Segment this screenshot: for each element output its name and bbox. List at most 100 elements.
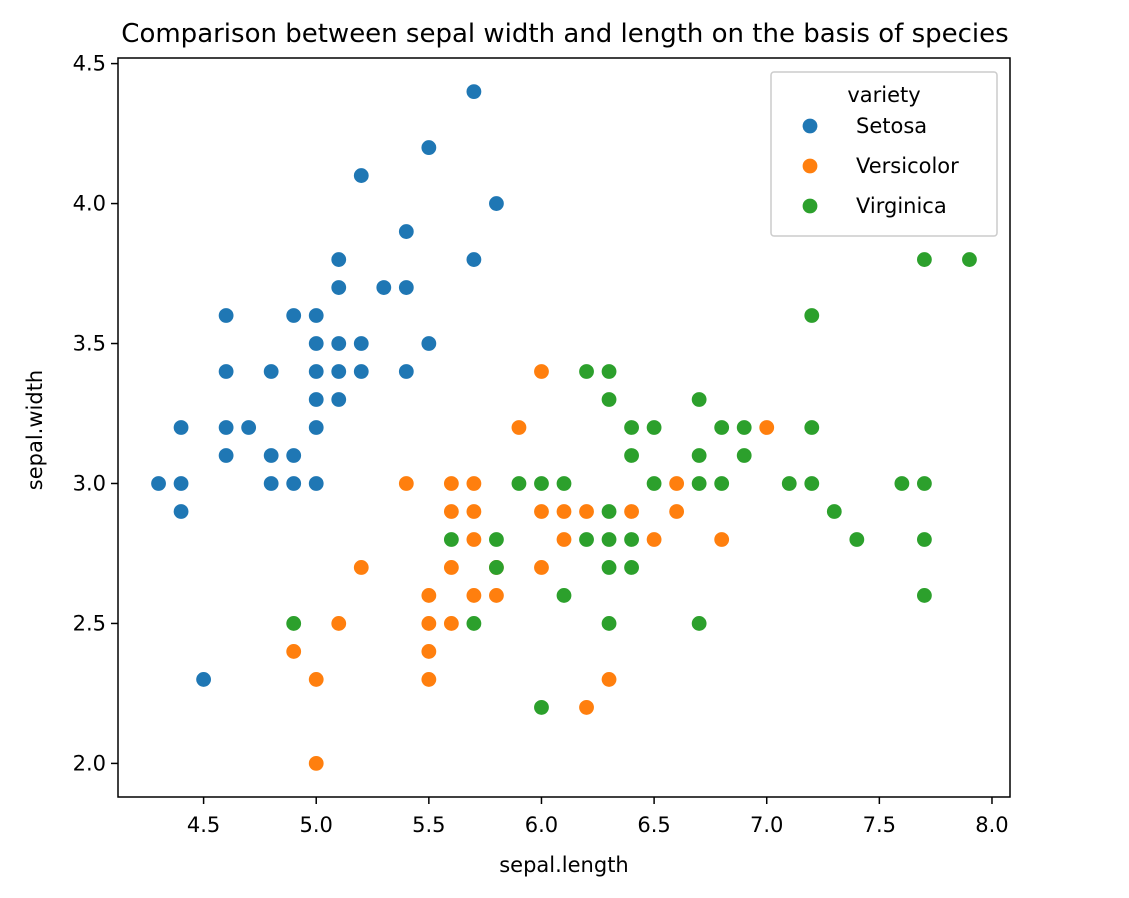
point-setosa-37 bbox=[308, 476, 324, 491]
point-virginica-29 bbox=[489, 532, 504, 547]
y-tick-label-2: 2.5 bbox=[73, 611, 106, 635]
point-virginica-30 bbox=[579, 532, 594, 547]
point-setosa-5 bbox=[398, 224, 414, 239]
point-versicolor-6 bbox=[466, 476, 482, 491]
point-versicolor-24 bbox=[466, 588, 482, 603]
point-versicolor-1 bbox=[534, 364, 549, 379]
point-setosa-28 bbox=[241, 420, 257, 435]
point-setosa-20 bbox=[308, 364, 324, 379]
point-virginica-39 bbox=[917, 588, 932, 603]
point-versicolor-33 bbox=[601, 672, 617, 687]
point-virginica-44 bbox=[534, 700, 549, 715]
point-virginica-35 bbox=[489, 560, 504, 575]
point-virginica-13 bbox=[624, 448, 639, 463]
point-virginica-12 bbox=[804, 420, 820, 435]
point-versicolor-28 bbox=[443, 616, 459, 631]
point-setosa-2 bbox=[421, 140, 437, 155]
point-versicolor-8 bbox=[443, 504, 459, 519]
legend-marker-virginica bbox=[802, 198, 818, 214]
point-setosa-14 bbox=[308, 336, 324, 351]
y-tick-label-4: 3.5 bbox=[73, 332, 106, 356]
legend-marker-versicolor bbox=[802, 158, 818, 174]
point-setosa-35 bbox=[263, 476, 279, 491]
point-setosa-23 bbox=[398, 364, 414, 379]
point-versicolor-11 bbox=[556, 504, 572, 519]
point-virginica-15 bbox=[736, 448, 752, 463]
point-virginica-16 bbox=[511, 476, 527, 491]
point-virginica-20 bbox=[691, 476, 707, 491]
point-versicolor-12 bbox=[579, 504, 594, 519]
point-setosa-17 bbox=[421, 336, 437, 351]
point-setosa-33 bbox=[151, 476, 166, 491]
y-axis-ticks: 2.0 2.5 3.0 3.5 4.0 4.5 bbox=[73, 52, 118, 775]
point-virginica-28 bbox=[443, 532, 459, 547]
point-virginica-11 bbox=[736, 420, 752, 435]
point-virginica-4 bbox=[579, 364, 594, 379]
point-versicolor-26 bbox=[331, 616, 347, 631]
point-versicolor-30 bbox=[421, 644, 437, 659]
point-setosa-3 bbox=[353, 168, 369, 183]
series-setosa bbox=[151, 84, 504, 687]
point-virginica-24 bbox=[894, 476, 910, 491]
point-setosa-7 bbox=[466, 252, 482, 267]
x-tick-label-6: 7.0 bbox=[750, 813, 783, 837]
point-setosa-34 bbox=[173, 476, 189, 491]
x-tick-label-4: 6.0 bbox=[525, 813, 558, 837]
series-virginica bbox=[286, 252, 977, 715]
point-versicolor-34 bbox=[579, 700, 594, 715]
point-setosa-4 bbox=[489, 196, 504, 211]
x-axis-label: sepal.length bbox=[499, 853, 629, 877]
point-versicolor-31 bbox=[308, 672, 324, 687]
point-setosa-12 bbox=[286, 308, 302, 323]
point-virginica-23 bbox=[804, 476, 820, 491]
x-tick-label-1: 4.5 bbox=[187, 813, 220, 837]
x-tick-label-5: 6.5 bbox=[637, 813, 670, 837]
point-virginica-36 bbox=[601, 560, 617, 575]
plot-area-frame bbox=[117, 57, 1011, 798]
point-setosa-1 bbox=[466, 84, 482, 99]
point-setosa-38 bbox=[173, 504, 189, 519]
point-setosa-36 bbox=[286, 476, 302, 491]
point-setosa-32 bbox=[286, 448, 302, 463]
point-virginica-9 bbox=[646, 420, 662, 435]
point-setosa-30 bbox=[218, 448, 234, 463]
point-virginica-25 bbox=[917, 476, 932, 491]
point-virginica-17 bbox=[534, 476, 549, 491]
point-versicolor-22 bbox=[534, 560, 549, 575]
point-setosa-24 bbox=[308, 392, 324, 407]
point-setosa-10 bbox=[398, 280, 414, 295]
point-setosa-9 bbox=[376, 280, 392, 295]
point-setosa-26 bbox=[173, 420, 189, 435]
point-virginica-33 bbox=[849, 532, 865, 547]
point-setosa-15 bbox=[331, 336, 347, 351]
legend: variety Setosa Versicolor Virginica bbox=[770, 71, 998, 237]
point-versicolor-9 bbox=[466, 504, 482, 519]
point-versicolor-5 bbox=[443, 476, 459, 491]
y-tick-label-5: 4.0 bbox=[73, 192, 106, 216]
legend-label-versicolor: Versicolor bbox=[856, 154, 959, 178]
point-virginica-14 bbox=[691, 448, 707, 463]
point-virginica-37 bbox=[624, 560, 639, 575]
point-versicolor-18 bbox=[714, 532, 730, 547]
point-setosa-39 bbox=[196, 672, 212, 687]
point-virginica-34 bbox=[917, 532, 932, 547]
x-axis-ticks: 4.5 5.0 5.5 6.0 6.5 7.0 7.5 8.0 bbox=[187, 797, 1009, 837]
point-virginica-8 bbox=[624, 420, 639, 435]
point-setosa-11 bbox=[218, 308, 234, 323]
point-virginica-19 bbox=[646, 476, 662, 491]
point-virginica-21 bbox=[714, 476, 730, 491]
point-versicolor-23 bbox=[421, 588, 437, 603]
point-setosa-25 bbox=[331, 392, 347, 407]
point-versicolor-15 bbox=[466, 532, 482, 547]
x-tick-label-7: 7.5 bbox=[863, 813, 896, 837]
point-setosa-19 bbox=[263, 364, 279, 379]
point-versicolor-7 bbox=[669, 476, 685, 491]
y-tick-label-6: 4.5 bbox=[73, 52, 106, 76]
point-setosa-6 bbox=[331, 252, 347, 267]
point-virginica-43 bbox=[691, 616, 707, 631]
point-virginica-7 bbox=[691, 392, 707, 407]
legend-marker-setosa bbox=[802, 118, 818, 134]
point-virginica-2 bbox=[962, 252, 977, 267]
point-versicolor-10 bbox=[534, 504, 549, 519]
